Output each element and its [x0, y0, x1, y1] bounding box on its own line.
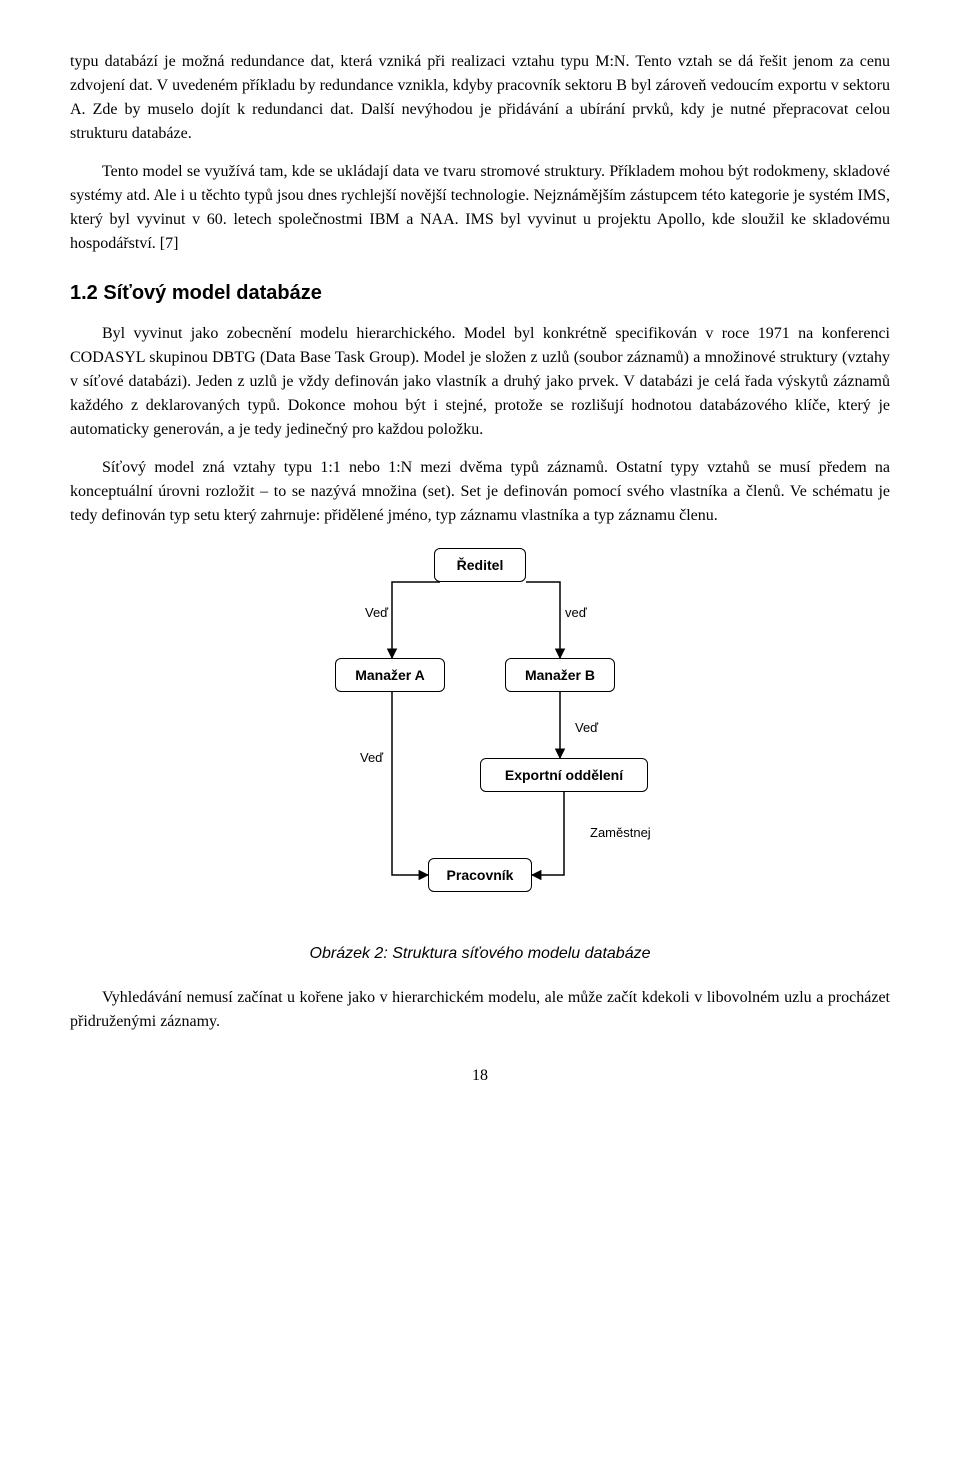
paragraph-5: Vyhledávání nemusí začínat u kořene jako…: [70, 986, 890, 1034]
network-diagram: Ředitel Manažer A Manažer B Exportní odd…: [280, 548, 680, 928]
section-heading: 1.2 Síťový model databáze: [70, 278, 890, 308]
node-exportni-oddeleni: Exportní oddělení: [480, 758, 648, 792]
node-manazer-b: Manažer B: [505, 658, 615, 692]
edge-label-3: Veď: [360, 748, 383, 768]
page-number: 18: [70, 1064, 890, 1088]
edge-label-2: veď: [565, 603, 587, 623]
paragraph-1: typu databází je možná redundance dat, k…: [70, 50, 890, 146]
node-pracovnik: Pracovník: [428, 858, 532, 892]
paragraph-3: Byl vyvinut jako zobecnění modelu hierar…: [70, 322, 890, 442]
node-manazer-a: Manažer A: [335, 658, 445, 692]
node-reditel: Ředitel: [434, 548, 526, 582]
paragraph-4: Síťový model zná vztahy typu 1:1 nebo 1:…: [70, 456, 890, 528]
figure-caption: Obrázek 2: Struktura síťového modelu dat…: [310, 942, 651, 966]
edge-label-4: Veď: [575, 718, 598, 738]
paragraph-2: Tento model se využívá tam, kde se uklád…: [70, 160, 890, 256]
edge-label-1: Veď: [365, 603, 388, 623]
edge-label-5: Zaměstnej: [590, 823, 651, 843]
figure-wrap: Ředitel Manažer A Manažer B Exportní odd…: [70, 548, 890, 966]
